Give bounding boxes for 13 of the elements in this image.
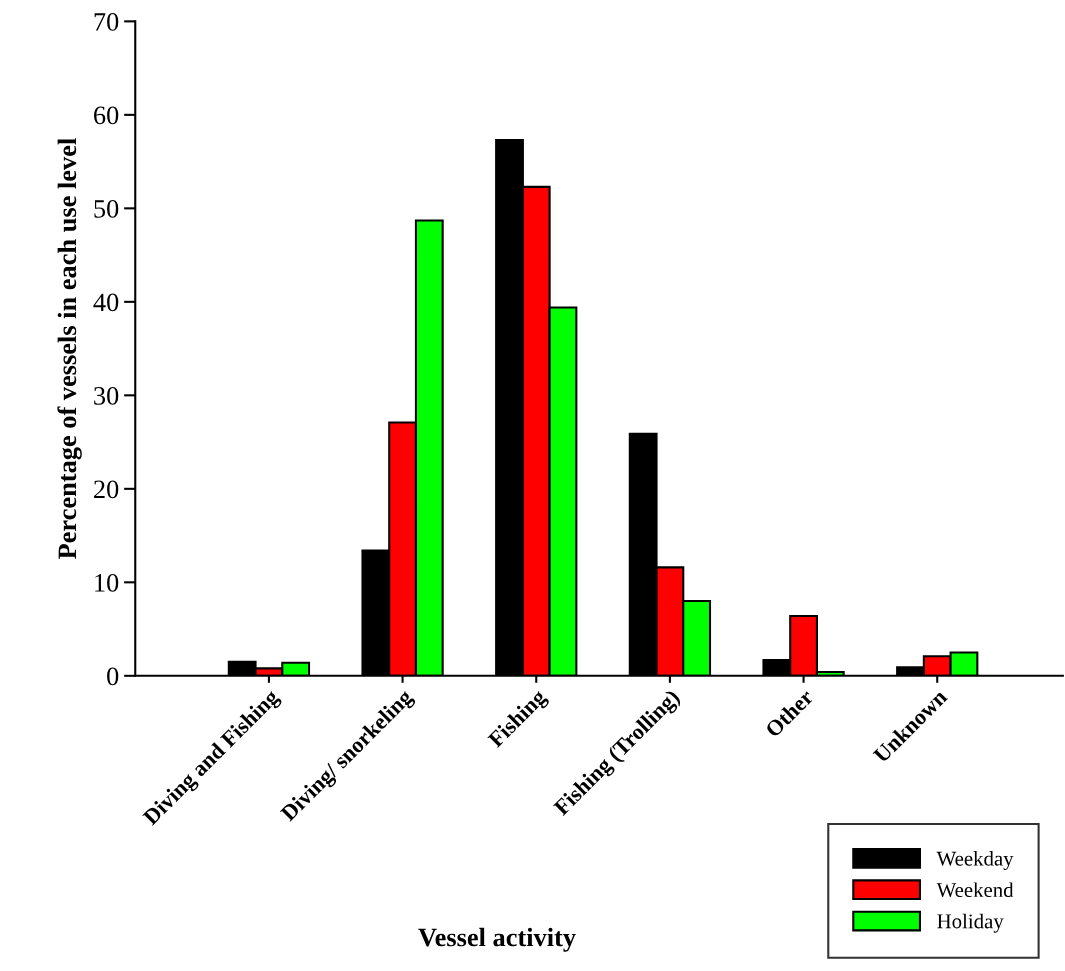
y-tick-label: 30 [94,386,119,405]
y-tick-label: 0 [107,667,119,686]
x-axis-title: Vessel activity [418,927,576,952]
legend-label: Weekend [936,882,1014,898]
y-tick-label: 40 [93,293,119,312]
y-tick-label: 70 [94,12,119,31]
legend-label: Weekday [936,851,1014,870]
y-tick-label: 60 [94,106,119,125]
y-axis-title: Percentage of vessels in each use level [57,138,82,559]
y-tick-label: 50 [94,199,119,218]
legend-label: Holiday [937,913,1004,933]
y-tick-label: 20 [94,480,119,499]
y-tick-label: 10 [95,573,119,592]
